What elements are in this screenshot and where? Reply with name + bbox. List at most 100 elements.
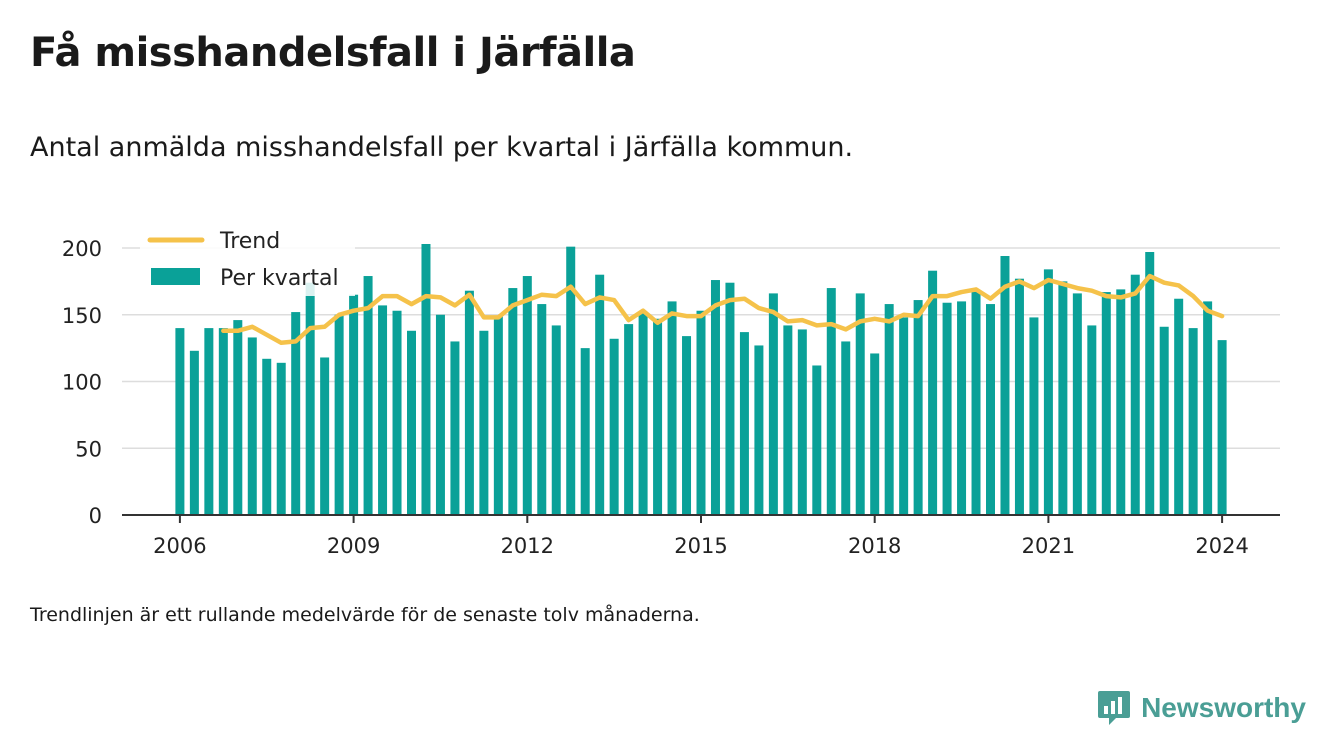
bar [1000,256,1010,515]
chart-subtitle: Antal anmälda misshandelsfall per kvarta… [30,132,854,163]
bar [218,328,228,515]
bar [580,348,590,515]
bar [754,345,764,515]
bar [986,304,995,515]
bar [696,310,706,515]
axes: 0 50 100 150 200 2006 2009 2012 2015 2018 2021 2024 [62,237,1280,558]
bar [435,314,445,515]
bar-series [175,243,1227,516]
bar [812,365,822,515]
bar [305,282,315,515]
bar [334,314,344,515]
bar [899,317,909,515]
bar [262,358,272,515]
bar [595,274,605,515]
bar [653,318,663,515]
bar [551,325,561,515]
bar [1058,281,1068,515]
y-tick-label: 100 [62,371,102,395]
bar [783,325,793,515]
bar [638,312,648,515]
bar [855,293,865,515]
bar [1029,317,1039,515]
bar [175,328,185,515]
bar [942,302,952,515]
bar [1174,298,1184,515]
legend-trend-label: Trend [219,229,280,254]
chart-title: Få misshandelsfall i Järfälla [30,30,636,76]
bar [710,280,720,515]
x-tick-label: 2006 [153,534,206,558]
bar [1217,340,1227,515]
bar [841,341,851,515]
bar [247,337,257,515]
legend-bar-label: Per kvartal [220,266,339,291]
y-tick-label: 200 [62,237,102,261]
y-tick-label: 50 [75,437,102,461]
chart-canvas: 0 50 100 150 200 2006 2009 2012 2015 2018 2021 2024… [61,224,1280,558]
x-tick-label: 2018 [848,534,901,558]
y-tick-label: 0 [89,504,102,528]
bar [421,243,431,515]
bar [537,304,547,515]
bar [349,294,359,515]
bar [291,312,301,515]
bar [479,330,489,515]
bar [493,316,503,515]
bar [204,328,214,515]
newsworthy-logo-icon [1098,691,1131,725]
bar [566,246,576,516]
bar [1130,274,1140,515]
bar [1014,278,1024,515]
trend-series [221,273,1225,346]
bar [884,304,894,515]
bar [1101,292,1111,515]
bar [508,288,518,515]
brand-logo: Newsworthy [1097,689,1306,727]
bar [407,330,416,515]
bar [363,276,373,515]
bar [378,305,388,515]
bar [276,362,286,515]
legend-bar-swatch [151,268,200,285]
trend-line [221,273,1225,346]
x-tick-label: 2015 [674,534,727,558]
bar [725,282,735,515]
legend: Trend Per kvartal [140,224,355,296]
bar [739,332,749,515]
bar [1043,269,1053,515]
bar [667,301,677,515]
bar [913,300,923,515]
bar [1087,325,1097,515]
bar [1203,301,1213,515]
bar [450,341,460,515]
brand-name: Newsworthy [1141,692,1306,723]
x-tick-label: 2009 [327,534,380,558]
bar [928,270,938,515]
x-tick-label: 2012 [501,534,554,558]
bar [1188,328,1198,515]
bar [1159,326,1169,515]
bar [1116,289,1126,515]
bar [189,350,199,515]
bar [1072,293,1082,515]
bar [826,288,836,515]
bar [392,310,402,515]
bar [609,338,619,515]
bar [682,336,692,515]
bar [522,276,532,515]
bar [971,290,981,515]
bar [624,324,634,515]
x-tick-label: 2021 [1022,534,1075,558]
x-tick-label: 2024 [1195,534,1248,558]
y-tick-label: 150 [62,304,102,328]
bar [797,329,807,515]
footnote: Trendlinjen är ett rullande medelvärde f… [30,604,700,626]
bar [233,320,243,515]
bar [768,293,778,515]
bar [1145,252,1155,515]
bar [957,301,967,515]
bar [870,353,880,515]
bar [464,290,474,515]
bar [320,357,330,515]
